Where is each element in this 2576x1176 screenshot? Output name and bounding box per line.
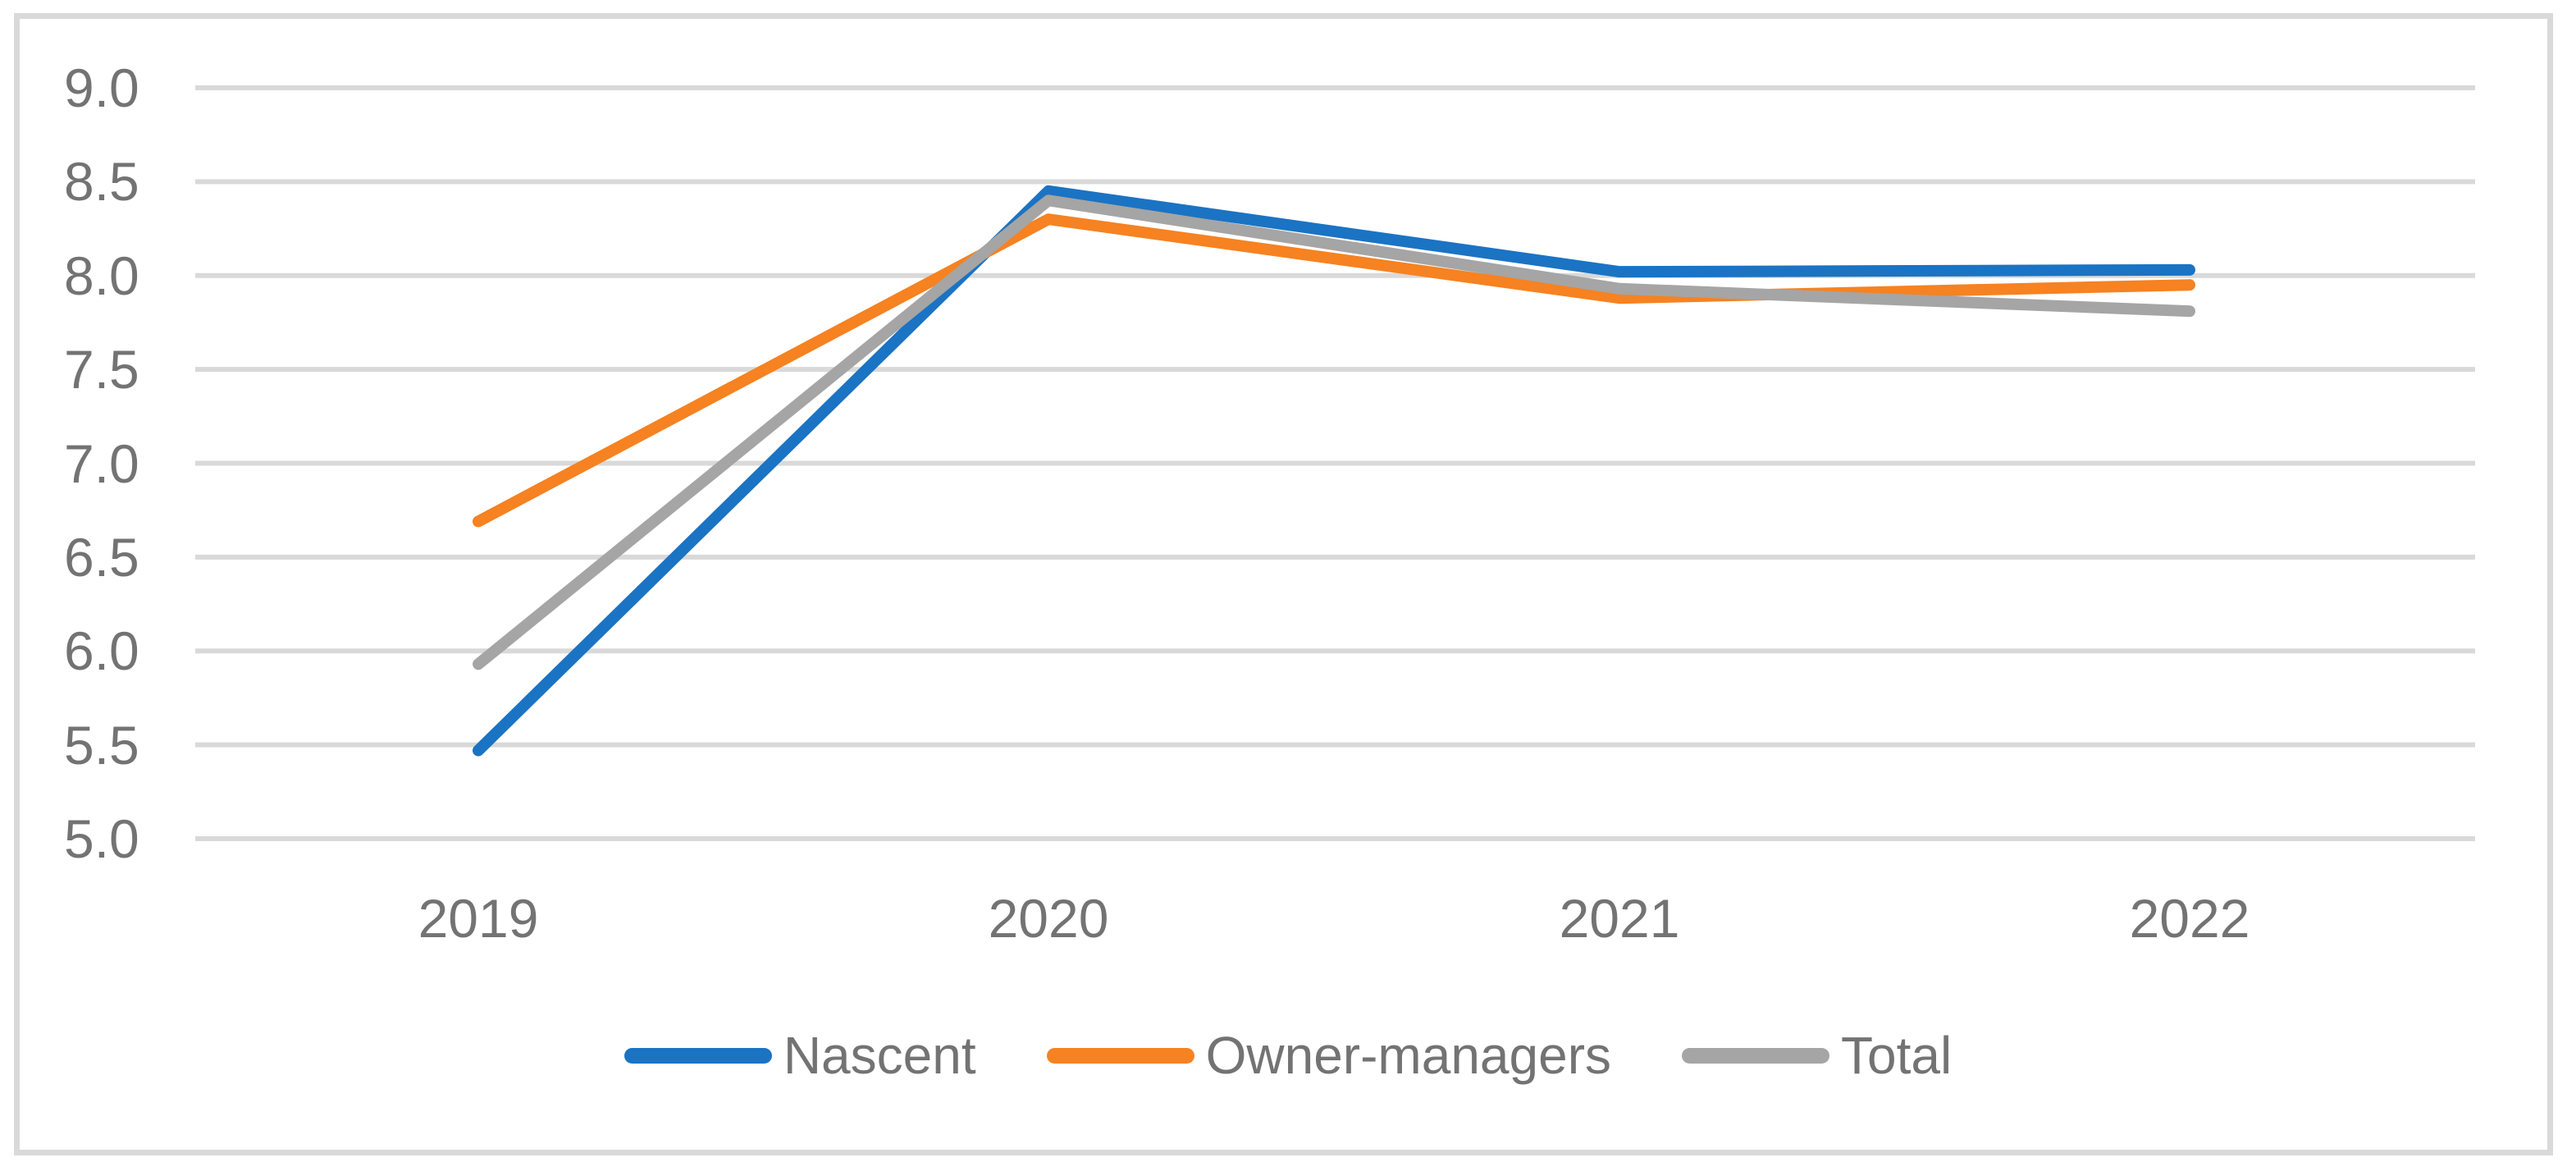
y-axis-tick-label: 7.5: [64, 339, 139, 400]
x-axis-tick-label: 2022: [2129, 888, 2250, 949]
legend-swatch: [623, 1047, 772, 1064]
x-axis-tick-label: 2019: [418, 888, 539, 949]
legend-label: Nascent: [783, 1026, 976, 1085]
series-line-owner-managers: [473, 213, 2195, 528]
legend-swatch: [1682, 1047, 1829, 1064]
legend: Nascent Owner-managers Total: [0, 1029, 2576, 1082]
series-line-nascent: [473, 185, 2195, 757]
legend-item-total: Total: [1682, 1029, 1952, 1082]
y-axis-tick-label: 6.0: [64, 620, 139, 682]
chart-border: [14, 13, 2553, 1155]
legend-item-nascent: Nascent: [623, 1026, 976, 1085]
x-axis-tick-label: 2020: [988, 888, 1109, 949]
y-axis-tick-label: 8.0: [64, 245, 139, 306]
y-axis-tick-label: 9.0: [64, 57, 139, 118]
y-axis-tick-label: 8.5: [64, 151, 139, 213]
y-axis-tick-label: 6.5: [64, 526, 139, 588]
legend-label: Total: [1841, 1026, 1953, 1085]
legend-label: Owner-managers: [1205, 1026, 1611, 1085]
legend-item-owner-managers: Owner-managers: [1046, 1026, 1611, 1085]
y-axis-tick-label: 7.0: [64, 432, 139, 494]
x-axis-tick-label: 2021: [1559, 888, 1680, 949]
y-axis-tick-label: 5.5: [64, 714, 139, 776]
legend-swatch: [1046, 1047, 1194, 1064]
y-axis-tick-label: 5.0: [64, 808, 139, 869]
series-line-total: [473, 194, 2195, 670]
